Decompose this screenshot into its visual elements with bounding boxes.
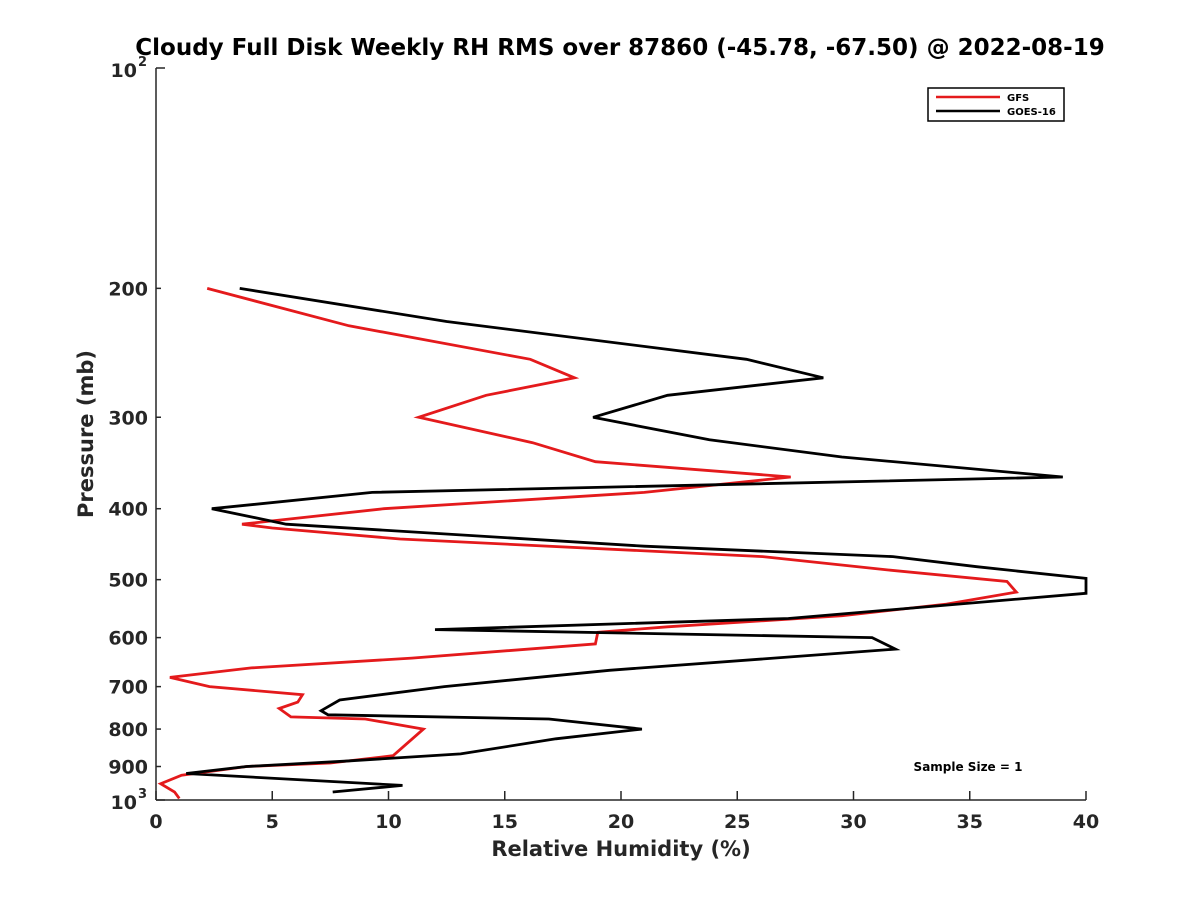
legend-box (927, 87, 1065, 122)
y-tick-label: 400 (108, 499, 148, 521)
x-tick-label: 10 (375, 811, 401, 833)
y-tick-exponent: 2 (138, 55, 147, 70)
legend-label-gfs: GFS (1007, 93, 1029, 104)
y-axis-label: Pressure (mb) (74, 350, 98, 518)
y-tick-exponent: 3 (138, 787, 147, 802)
y-tick-label: 500 (108, 570, 148, 592)
y-tick-label: 900 (108, 757, 148, 779)
x-tick-label: 20 (608, 811, 634, 833)
y-tick-label: 700 (108, 677, 148, 699)
y-tick-label: 10 (111, 792, 137, 814)
sample-size-annotation: Sample Size = 1 (914, 760, 1023, 774)
y-tick-label: 800 (108, 719, 148, 741)
x-tick-label: 5 (266, 811, 279, 833)
x-tick-label: 35 (957, 811, 983, 833)
legend-label-goes16: GOES-16 (1007, 107, 1056, 118)
x-tick-label: 15 (492, 811, 518, 833)
y-tick-label: 10 (111, 60, 137, 82)
x-tick-label: 30 (840, 811, 866, 833)
series-line-goes16 (186, 287, 1088, 794)
y-tick-label: 600 (108, 628, 148, 650)
x-ticks: 0 5 10 15 20 25 30 35 40 (149, 791, 1099, 833)
x-tick-label: 40 (1073, 811, 1099, 833)
x-tick-label: 25 (724, 811, 750, 833)
plot-area (156, 68, 1086, 800)
y-tick-label: 300 (108, 407, 148, 429)
series-layer (157, 287, 1088, 800)
x-tick-label: 0 (149, 811, 162, 833)
x-axis-label: Relative Humidity (%) (491, 837, 750, 861)
y-tick-label: 200 (108, 278, 148, 300)
chart-title: Cloudy Full Disk Weekly RH RMS over 8786… (135, 35, 1104, 61)
legend: GFS GOES-16 (927, 87, 1065, 122)
series-line-gfs (157, 287, 1020, 800)
